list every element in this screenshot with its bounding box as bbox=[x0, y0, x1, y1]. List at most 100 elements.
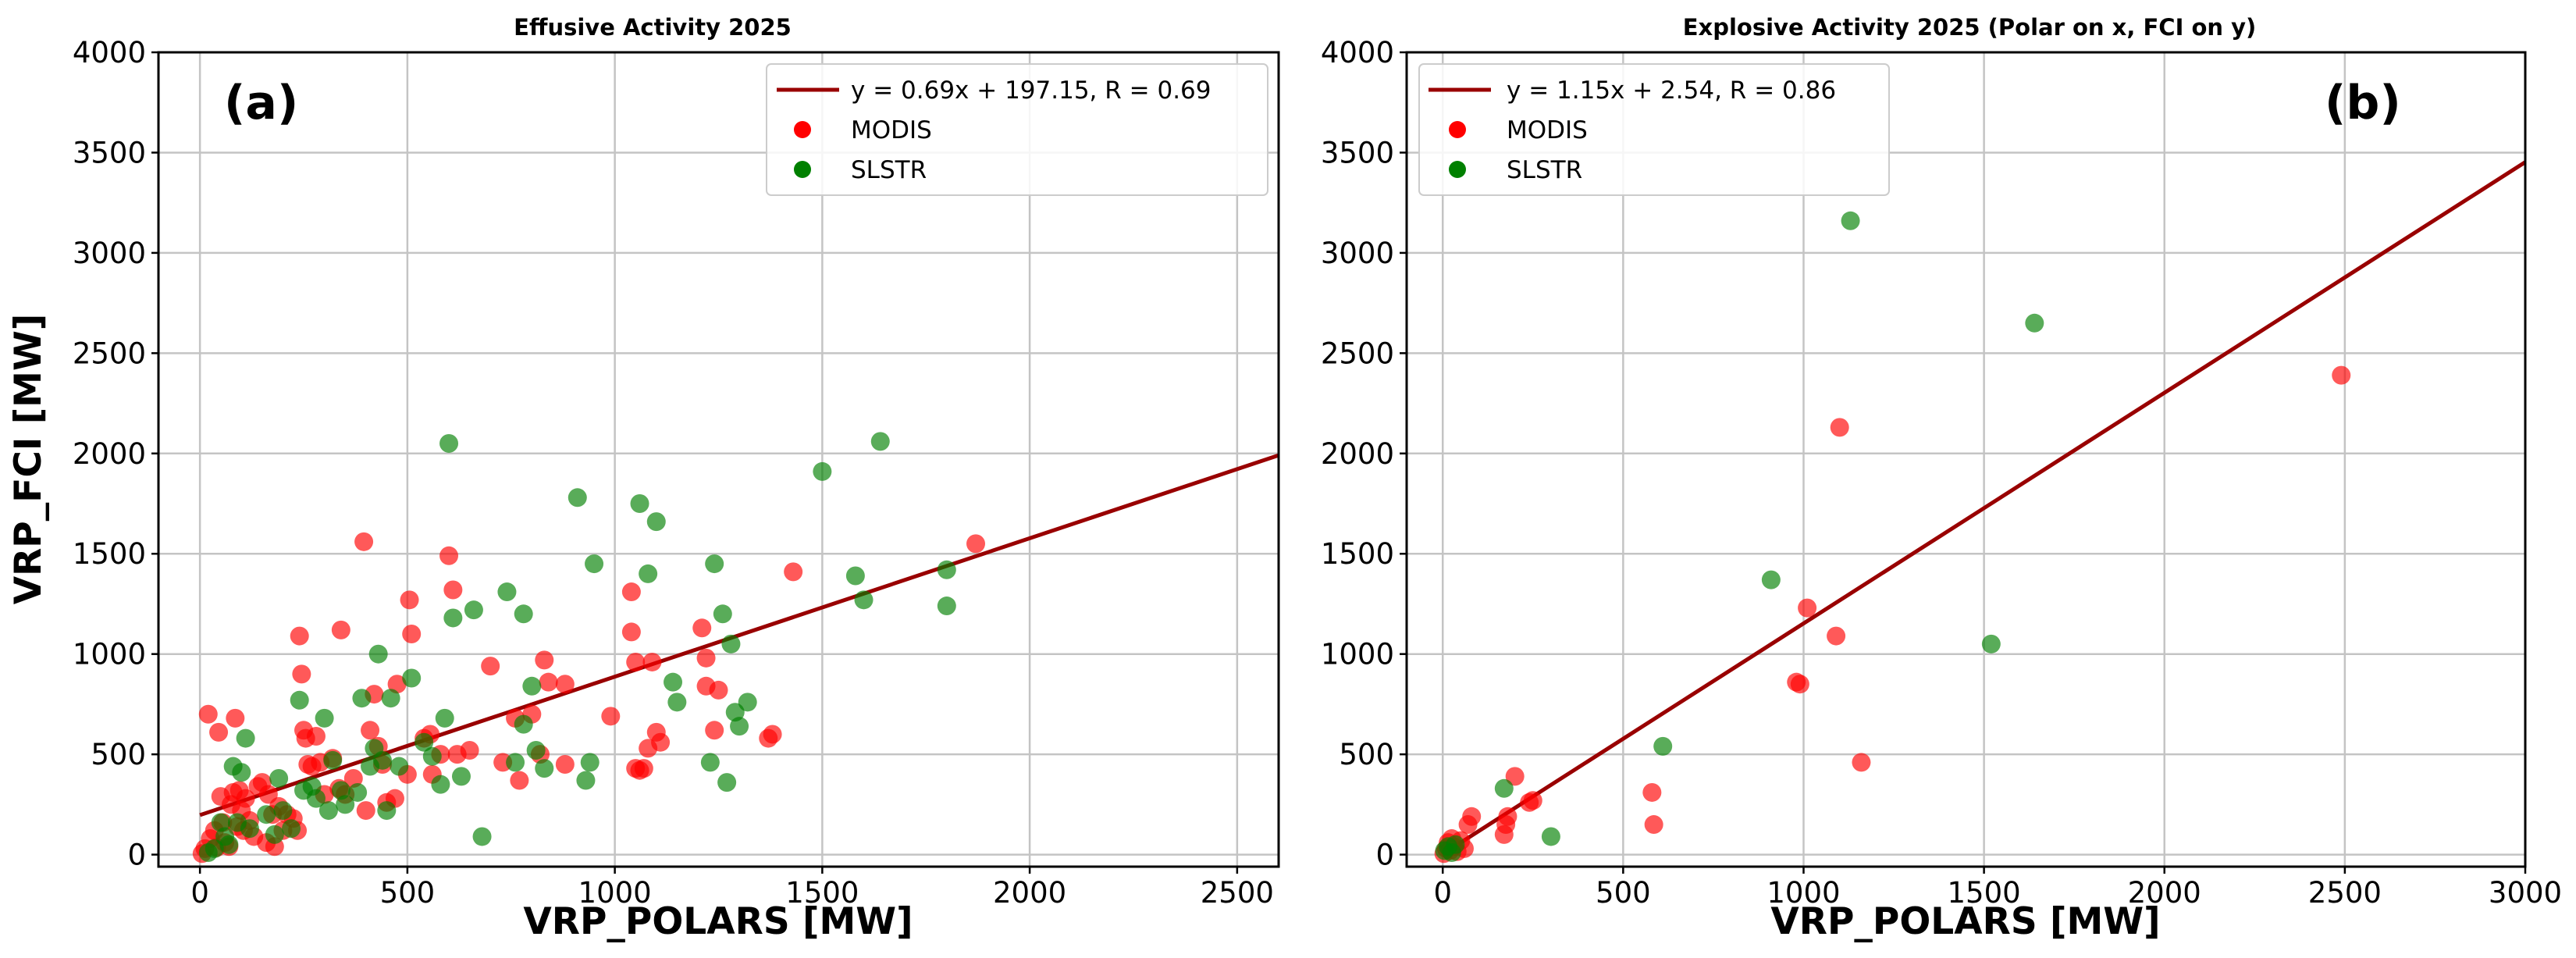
panel-b-modis-point bbox=[1830, 418, 1849, 437]
panel-a-fit-line bbox=[199, 453, 1279, 817]
panel-a-slstr-point bbox=[232, 763, 251, 782]
panel-a-modis-point bbox=[535, 650, 554, 670]
panel-a-modis-point bbox=[555, 754, 575, 774]
panel-a-modis-point bbox=[361, 721, 380, 740]
panel-b-slstr-point bbox=[2025, 313, 2044, 333]
panel-a-slstr-point bbox=[240, 819, 259, 839]
panel-a-modis-point bbox=[966, 534, 986, 554]
panel-b-title: Explosive Activity 2025 (Polar on x, FCI… bbox=[1683, 14, 2257, 41]
panel-a-slstr-point bbox=[211, 813, 230, 832]
panel-a-frame bbox=[157, 51, 1280, 868]
panel-a-y-tick-label: 1000 bbox=[73, 638, 146, 671]
panel-a-slstr-point bbox=[522, 676, 542, 696]
panel-a-slstr-point bbox=[576, 771, 596, 790]
panel-a-slstr-point bbox=[348, 782, 368, 802]
panel-a-legend-box bbox=[766, 63, 1268, 196]
panel-b-legend-fit-label: y = 1.15x + 2.54, R = 0.86 bbox=[1507, 77, 1836, 105]
panel-b-modis-point bbox=[1498, 807, 1517, 826]
panel-a-slstr-point bbox=[439, 433, 459, 453]
panel-a-modis-point bbox=[510, 771, 529, 790]
panel-b-slstr-point bbox=[1841, 211, 1860, 230]
panel-a-modis-point bbox=[539, 672, 558, 692]
panel-a-modis-point bbox=[651, 732, 671, 752]
panel-a-x-tick-label: 2000 bbox=[993, 876, 1066, 910]
panel-a-modis-point bbox=[621, 622, 641, 642]
panel-a-y-tick-label: 0 bbox=[127, 839, 146, 872]
panel-a-modis-point bbox=[692, 618, 712, 638]
panel-b-frame bbox=[1405, 51, 2527, 868]
panel-a-modis-point bbox=[481, 657, 500, 676]
panel-b-modis-point bbox=[2332, 365, 2351, 385]
panel-a-slstr-point bbox=[443, 608, 463, 628]
panel-a-modis-point bbox=[402, 625, 422, 643]
panel-a-slstr-point bbox=[568, 488, 587, 507]
panel-a-y-tick-label: 1500 bbox=[73, 537, 146, 571]
panel-a-slstr-point bbox=[630, 494, 649, 514]
panel-a-ticks: 0 500 1000 1500 2000 2500 0 500 1000 1500 2000 2500… bbox=[73, 36, 1274, 910]
panel-a-slstr-point bbox=[368, 644, 388, 664]
panel-b-x-tick-label: 500 bbox=[1596, 876, 1651, 910]
panel-a-slstr-point bbox=[730, 717, 749, 736]
panel-a-modis-point bbox=[356, 801, 375, 821]
panel-b-x-axis-label: VRP_POLARS [MW] bbox=[1770, 900, 2160, 943]
panel-a-slstr-point bbox=[937, 560, 956, 579]
panel-a-modis-point bbox=[705, 721, 724, 740]
panel-a-slstr-point bbox=[472, 827, 492, 846]
panel-a-slstr-point bbox=[738, 693, 757, 712]
panel-a-slstr-point bbox=[219, 835, 239, 854]
panel-a-slstr-point bbox=[435, 708, 454, 728]
panel-b-fit-line bbox=[1441, 160, 2527, 857]
panel-a-slstr-point bbox=[402, 668, 422, 688]
panel-a-slstr-point bbox=[336, 795, 355, 814]
panel-a-slstr-point bbox=[323, 750, 343, 770]
panel-b-ticks: 0 500 1000 1500 2000 2500 3000 0 500 1000 1500 2000… bbox=[1321, 36, 2562, 910]
panel-a-modis-point bbox=[290, 626, 309, 646]
panel-a-slstr-point bbox=[870, 432, 890, 451]
panel-a-slstr-point bbox=[514, 604, 533, 624]
panel-b-y-tick-label: 4000 bbox=[1321, 36, 1394, 69]
panel-b-legend-box bbox=[1418, 63, 1890, 196]
panel-b-x-tick-label: 0 bbox=[1433, 876, 1452, 910]
panel-b-modis-point bbox=[1798, 598, 1817, 618]
panel-a-slstr-point bbox=[236, 728, 255, 748]
panel-a-slstr-point bbox=[725, 703, 745, 722]
panel-b-slstr-point bbox=[1494, 778, 1514, 798]
panel-b-explosive: Explosive Activity 2025 (Polar on x, FCI… bbox=[1321, 14, 2562, 943]
panel-b-y-tick-label: 1500 bbox=[1321, 537, 1394, 571]
panel-a-slstr-point bbox=[381, 689, 400, 708]
panel-a-slstr-point bbox=[713, 604, 732, 624]
panel-b-legend-slstr-marker bbox=[1449, 161, 1466, 178]
panel-a-modis-point bbox=[198, 704, 218, 724]
panel-b-y-tick-label: 3000 bbox=[1321, 237, 1394, 270]
panel-b-slstr-point bbox=[1446, 835, 1465, 854]
panel-a-slstr-point bbox=[390, 757, 409, 776]
panel-a-modis-point bbox=[443, 580, 463, 600]
panel-b-modis-point bbox=[1644, 815, 1663, 835]
panel-a-slstr-point bbox=[373, 750, 392, 770]
panel-a-y-axis-label: VRP_FCI [MW] bbox=[7, 314, 50, 605]
panel-a-slstr-point bbox=[257, 805, 276, 824]
panel-b-modis-point bbox=[1642, 782, 1662, 802]
panel-a-modis-point bbox=[555, 675, 575, 694]
panel-a-slstr-point bbox=[464, 600, 483, 620]
panel-a-modis-point bbox=[621, 582, 641, 602]
panel-a-y-tick-label: 4000 bbox=[73, 36, 146, 69]
panel-b-y-tick-label: 1000 bbox=[1321, 638, 1394, 671]
panel-b-modis-point bbox=[1852, 753, 1871, 772]
panel-a-slstr-point bbox=[331, 781, 350, 800]
panel-b-slstr-point bbox=[1981, 634, 2001, 654]
panel-a-y-tick-label: 2500 bbox=[73, 337, 146, 370]
panel-a-modis-point bbox=[209, 722, 229, 742]
panel-a-modis-point bbox=[601, 707, 621, 726]
panel-a-slstr-point bbox=[845, 566, 865, 586]
panel-a-slstr-point bbox=[352, 689, 372, 708]
panel-a-y-tick-label: 3000 bbox=[73, 237, 146, 270]
panel-a-modis-point bbox=[763, 725, 782, 744]
panel-a-slstr-point bbox=[431, 775, 450, 794]
panel-a-x-tick-label: 2500 bbox=[1201, 876, 1274, 910]
panel-a-modis-point bbox=[709, 680, 728, 700]
panel-a-slstr-point bbox=[667, 693, 687, 712]
panel-a-slstr-point bbox=[717, 773, 737, 792]
panel-b-y-tick-label: 500 bbox=[1339, 738, 1394, 771]
